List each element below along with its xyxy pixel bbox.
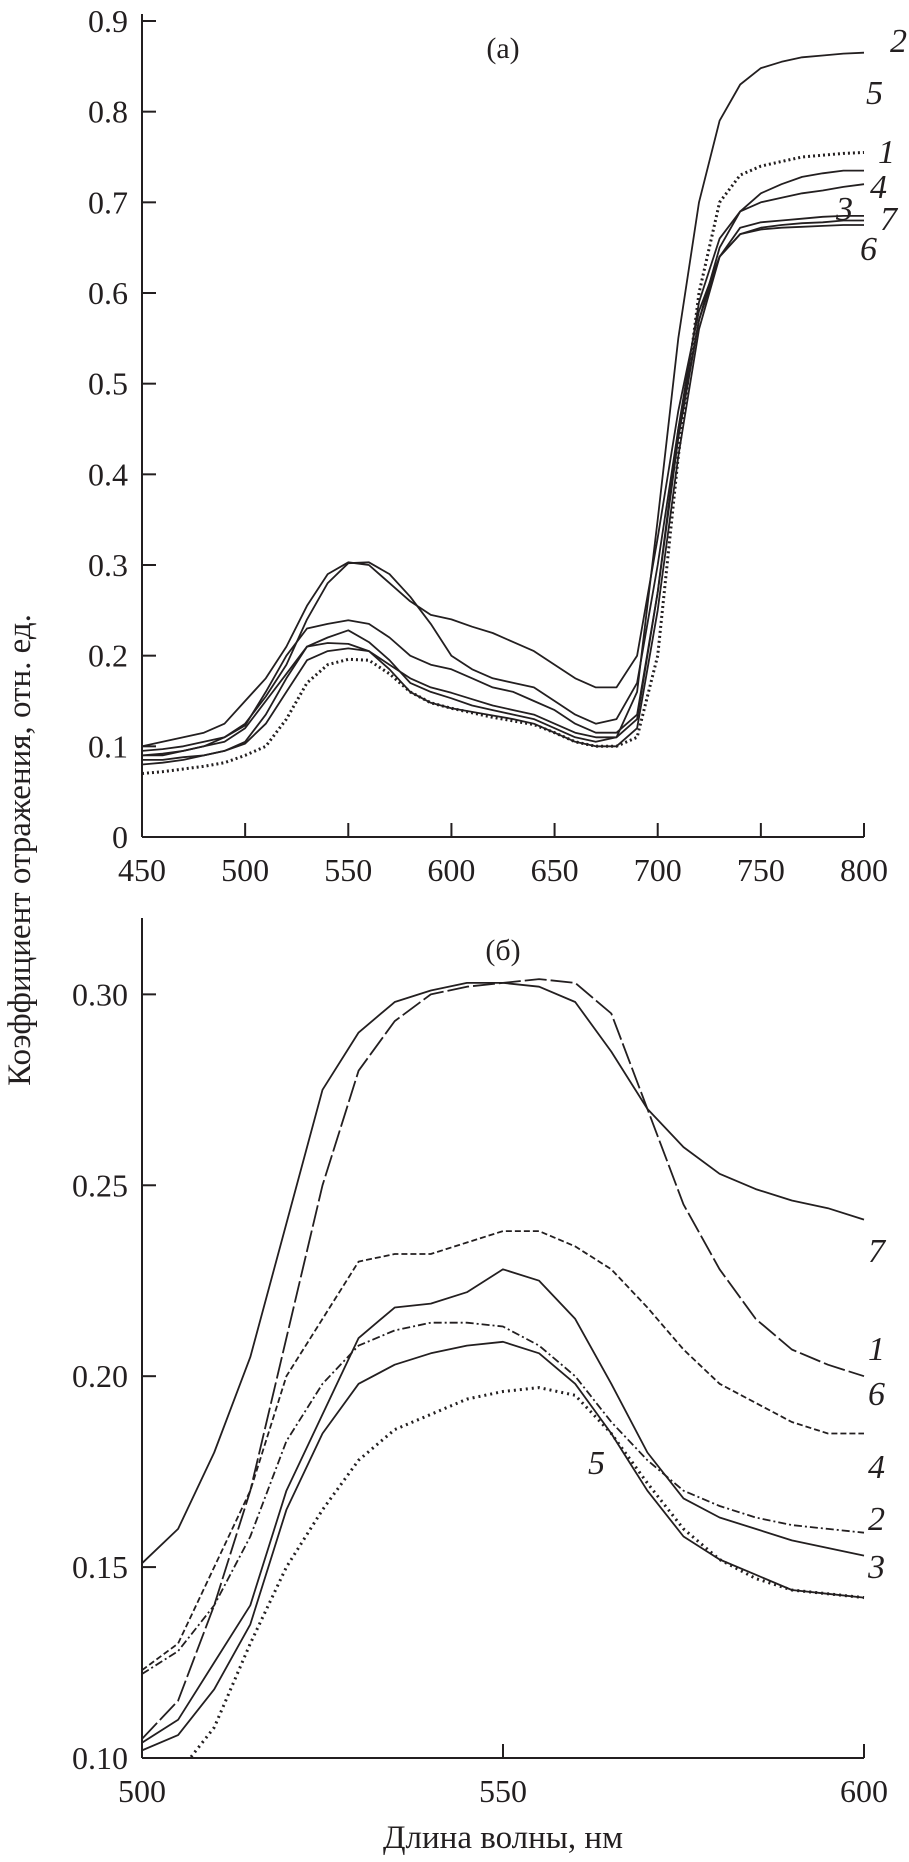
- series-line-1: [142, 169, 864, 757]
- series-label-1: 1: [868, 1331, 885, 1368]
- y-tick-label: 0.5: [88, 366, 128, 402]
- series-label-4: 4: [868, 1449, 885, 1486]
- y-tick-label: 0.8: [88, 94, 128, 130]
- panel-a: 0 0.1 0.2 0.3 0.4 0.5 0.6 0.7 0.8 0.9 450 500 550 600…: [88, 3, 907, 888]
- x-tick-label: 800: [840, 852, 888, 888]
- series-label-3: 3: [867, 1549, 885, 1586]
- y-tick-label: 0.3: [88, 547, 128, 583]
- y-tick-label: 0.4: [88, 456, 128, 492]
- series-line-3: [142, 1340, 865, 1752]
- series-line-7: [142, 219, 864, 748]
- series-label-4: 4: [870, 169, 887, 206]
- y-tick-label: 0.6: [88, 275, 128, 311]
- y-tick-label: 0.25: [72, 1167, 128, 1203]
- series-line-4: [142, 183, 865, 757]
- y-tick-label: 0.1: [88, 728, 128, 764]
- series-line-4: [142, 1321, 865, 1675]
- series-line-5: [188, 1386, 865, 1758]
- series-line-6: [142, 224, 864, 752]
- panel-a-label: (a): [486, 32, 519, 65]
- x-tick-label: 750: [737, 852, 785, 888]
- series-line-6: [142, 1230, 864, 1671]
- x-axis-label: Длина волны, нм: [383, 1820, 623, 1856]
- x-tick-label: 700: [634, 852, 682, 888]
- series-label-2: 2: [890, 23, 907, 60]
- series-line-3: [142, 215, 864, 761]
- x-tick-label: 550: [479, 1773, 527, 1809]
- series-line-2: [142, 51, 865, 766]
- y-tick-label: 0.9: [88, 3, 128, 39]
- series-label-1: 1: [878, 134, 895, 171]
- x-tick-label: 600: [840, 1773, 888, 1809]
- x-tick-label: 450: [118, 852, 166, 888]
- y-tick-label: 0.20: [72, 1358, 128, 1394]
- x-tick-label: 500: [118, 1773, 166, 1809]
- series-label-2: 2: [868, 1501, 885, 1538]
- series-label-5: 5: [866, 75, 883, 112]
- y-tick-label: 0: [112, 819, 128, 855]
- x-tick-label: 650: [531, 852, 579, 888]
- y-axis-label: Коэффициент отражения, отн. ед.: [2, 614, 38, 1086]
- y-tick-label: 0.2: [88, 638, 128, 674]
- series-label-7: 7: [880, 201, 899, 238]
- x-tick-label: 550: [324, 852, 372, 888]
- series-label-6: 6: [868, 1376, 885, 1413]
- x-tick-label: 600: [427, 852, 475, 888]
- series-line-2: [142, 1268, 865, 1744]
- y-tick-label: 0.10: [72, 1740, 128, 1776]
- panel-b: 0.10 0.15 0.20 0.25 0.30 500 550 600 1 2 3 4 5 6 7: [72, 918, 888, 1809]
- y-tick-label: 0.15: [72, 1549, 128, 1585]
- series-label-7: 7: [868, 1233, 887, 1270]
- series-label-5: 5: [588, 1445, 605, 1482]
- series-label-3: 3: [835, 191, 853, 228]
- y-tick-label: 0.30: [72, 976, 128, 1012]
- y-tick-label: 0.7: [88, 184, 128, 220]
- x-tick-label: 500: [221, 852, 269, 888]
- panel-b-label: (б): [485, 934, 520, 967]
- series-line-7: [142, 982, 865, 1564]
- series-label-6: 6: [860, 231, 877, 268]
